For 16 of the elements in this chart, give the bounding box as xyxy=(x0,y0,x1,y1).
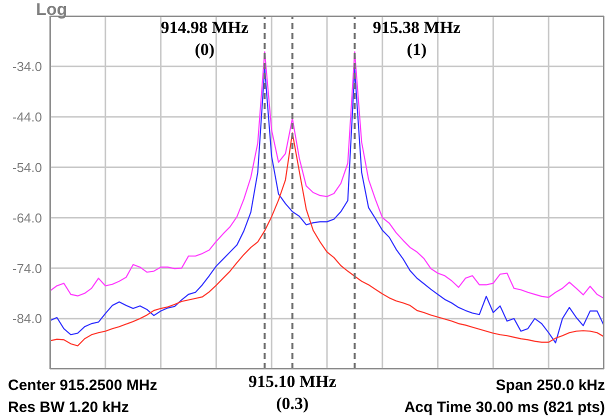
y-tick-label: -74.0 xyxy=(12,260,42,276)
text: Span 250.0 kHz xyxy=(496,377,605,394)
text: Center 915.2500 MHz xyxy=(8,377,158,394)
annotation: 915.38 MHz (1) xyxy=(372,18,462,59)
line-series xyxy=(50,132,604,346)
y-tick-label: -54.0 xyxy=(12,160,42,175)
annotation: 914.98 MHz (0) xyxy=(160,18,250,59)
y-tick-label: -34.0 xyxy=(12,59,42,74)
y-tick-label: -84.0 xyxy=(12,311,42,326)
line-series xyxy=(50,67,604,344)
y-tick-label: -44.0 xyxy=(12,109,42,124)
text: Res BW 1.20 kHz xyxy=(8,399,129,416)
annotation: Log xyxy=(36,0,68,20)
text: 915.10 MHz (0.3) xyxy=(248,372,337,413)
y-tick-label: -64.0 xyxy=(12,210,42,226)
text: Acq Time 30.00 ms (821 pts) xyxy=(404,399,605,416)
